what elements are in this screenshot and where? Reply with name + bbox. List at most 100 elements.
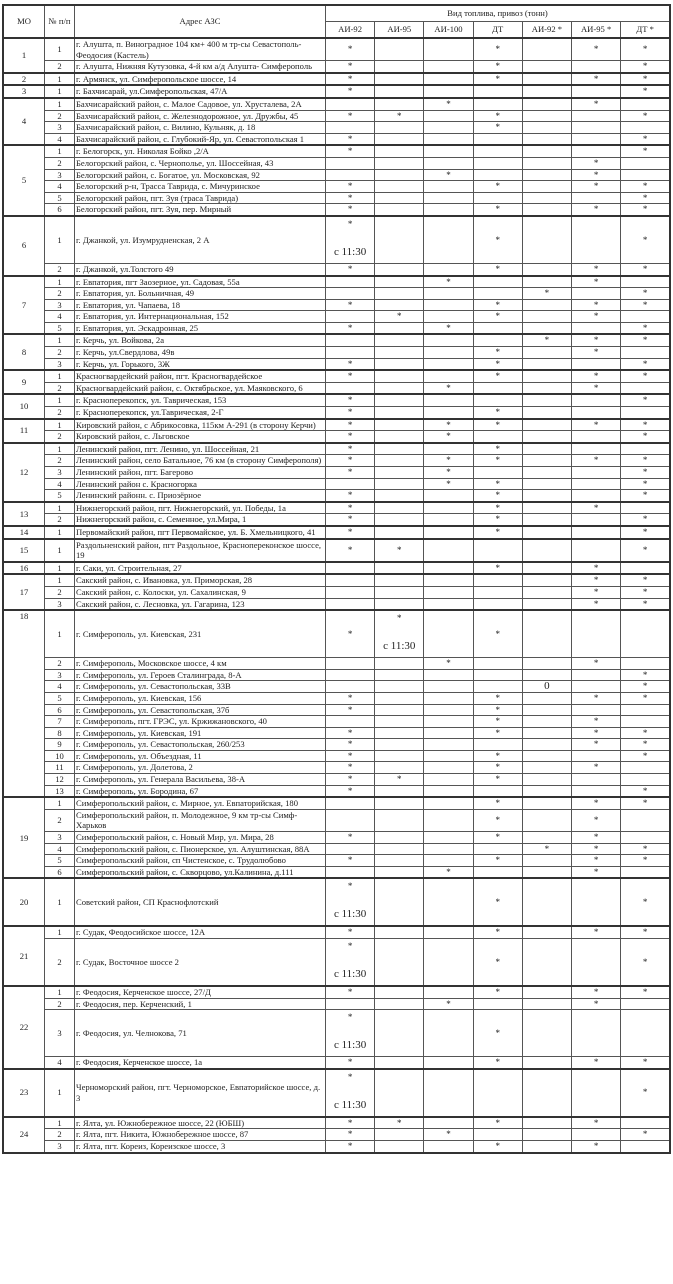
fuel-cell: * <box>571 37 622 62</box>
fuel-cell <box>374 333 425 348</box>
fuel-cell <box>521 1056 573 1070</box>
fuel-cell <box>521 393 573 408</box>
fuel-cell <box>423 333 474 348</box>
fuel-cell <box>423 796 474 810</box>
table-row: 4 Бахчисарайский район, с. Глубокий-Яр, у… <box>3 132 671 146</box>
fuel-cell <box>472 680 523 693</box>
station-address: г. Саки, ул. Строительная, 27 <box>74 560 326 575</box>
station-address: Бахчисарайский район, с. Железнодорожное… <box>74 109 326 123</box>
table-row: 3 г. Керчь, ул. Горького, 3Ж * * * <box>3 357 671 371</box>
fuel-cell <box>423 121 474 134</box>
fuel-cell: * <box>472 417 523 432</box>
row-number: 1 <box>44 877 75 927</box>
fuel-cell <box>324 310 376 323</box>
fuel-cell <box>521 406 573 420</box>
fuel-cell <box>423 441 474 456</box>
fuel-cell <box>324 715 376 728</box>
fuel-cell <box>324 156 376 170</box>
table-row: 18 1 г. Симферополь, ул. Киевская, 231 * * с … <box>2 609 671 798</box>
fuel-cell <box>374 321 425 335</box>
table-row: 7 1 г. Евпатория, пгт Заозерное, ул. Садов… <box>2 274 671 335</box>
fuel-cell <box>423 938 474 987</box>
mo-cell: 13 <box>2 500 45 527</box>
station-address: Белогорский район, пгт. Зуя, пер. Мирный <box>74 203 326 217</box>
station-address: Ленинский районн. с. Приозёрное <box>74 489 326 503</box>
col-fuel-7: ДТ * <box>620 21 671 39</box>
fuel-cell <box>521 144 573 158</box>
fuel-cell <box>374 191 425 205</box>
fuel-cell <box>374 831 425 844</box>
fuel-cell: * <box>571 597 622 611</box>
fuel-cell <box>374 156 425 170</box>
fuel-cell <box>521 808 573 833</box>
table-row: 4 Ленинский район с. Красногорка * * * <box>3 477 671 491</box>
fuel-cell <box>374 808 425 833</box>
fuel-cell: * с 11:30 <box>324 214 376 264</box>
fuel-cell <box>521 703 573 717</box>
fuel-cell <box>521 60 573 74</box>
table-row: 2 г. Евпатория, ул. Больничная, 49 * * <box>3 287 671 300</box>
table-row: 3 Ленинский район, пгт. Багерово * * * <box>3 466 671 479</box>
row-number: 7 <box>44 715 75 728</box>
fuel-cell: * <box>324 749 376 763</box>
station-address: г. Судак, Восточное шоссе 2 <box>74 938 326 987</box>
fuel-cell <box>472 287 523 300</box>
station-address: Белогорский район, пгт. Зуя (траса Таври… <box>74 191 326 205</box>
fuel-cell <box>521 854 573 867</box>
fuel-cell <box>324 657 376 670</box>
fuel-cell <box>521 984 573 999</box>
fuel-cell: * <box>324 703 376 717</box>
fuel-cell <box>472 84 523 99</box>
row-number: 2 <box>44 406 75 420</box>
fuel-cell: * <box>620 537 671 563</box>
station-address: Сакский район, с. Ивановка, ул. Приморск… <box>74 573 326 587</box>
station-address: г. Симферополь, ул. Севастопольская, 33В <box>74 680 326 693</box>
row-number: 5 <box>44 854 75 867</box>
station-address: г. Ялта, ул. Южнобережное шоссе, 22 (ЮБШ… <box>74 1115 326 1130</box>
fuel-cell <box>423 597 474 611</box>
fuel-cell: * <box>521 842 573 856</box>
row-number: 2 <box>44 60 75 74</box>
fuel-cell <box>571 680 622 693</box>
station-address: г. Алушта, Нижняя Кутузовка, 4-й км а/д … <box>74 60 326 74</box>
fuel-cell: * <box>620 466 671 479</box>
fuel-cell <box>324 121 376 134</box>
availability-mark: * <box>347 218 353 229</box>
fuel-cell <box>472 537 523 563</box>
fuel-cell <box>571 466 622 479</box>
fuel-cell <box>324 346 376 359</box>
fuel-cell <box>423 1139 474 1154</box>
table-row: 4 1 Бахчисарайский район, с. Малое Садовое… <box>2 96 671 146</box>
col-fuel-6: АИ-95 * <box>571 21 622 39</box>
fuel-cell <box>521 715 573 728</box>
fuel-cell: * <box>571 262 622 277</box>
row-number: 1 <box>44 96 75 111</box>
fuel-cell: * <box>472 406 523 420</box>
fuel-cell <box>374 71 425 86</box>
fuel-cell <box>521 738 573 751</box>
fuel-cell <box>423 357 474 371</box>
fuel-cell: * <box>423 865 474 879</box>
fuel-cell <box>620 997 671 1011</box>
fuel-cell: * <box>571 96 622 111</box>
fuel-cell: * с 11:30 <box>324 1009 376 1058</box>
fuel-cell <box>324 477 376 491</box>
mo-cell: 9 <box>2 369 45 395</box>
fuel-cell: * <box>620 854 671 867</box>
fuel-cell <box>374 761 425 775</box>
fuel-cell: * <box>472 357 523 371</box>
station-address: г. Евпатория, ул. Интернациональная, 152 <box>74 310 326 323</box>
mo-cell: 23 <box>2 1067 45 1118</box>
fuel-cell <box>521 430 573 444</box>
fuel-cell <box>571 144 622 158</box>
station-address: г. Евпатория, ул. Больничная, 49 <box>74 287 326 300</box>
fuel-cell: * <box>571 500 622 515</box>
row-number: 2 <box>44 262 75 277</box>
fuel-cell: * <box>620 144 671 158</box>
fuel-cell <box>521 877 573 927</box>
fuel-cell <box>620 560 671 575</box>
col-mo: МО <box>2 4 45 39</box>
fuel-cell: * <box>324 191 376 205</box>
table-row: 2 г. Керчь, ул.Свердлова, 49в * * <box>3 346 671 359</box>
fuel-cell <box>472 585 523 599</box>
